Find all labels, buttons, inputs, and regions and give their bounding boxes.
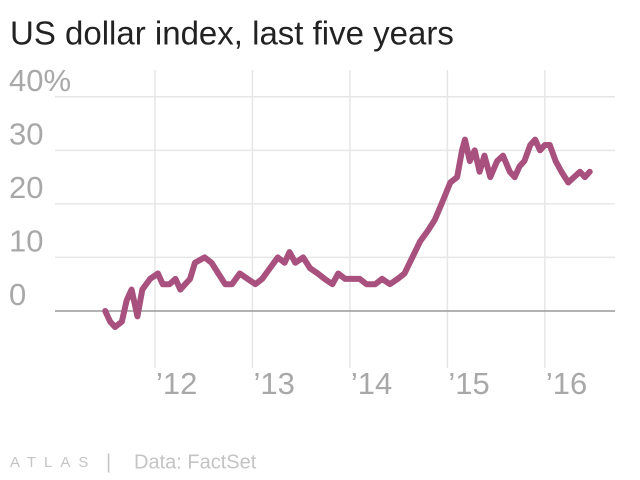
x-tick-label: ’13 (253, 366, 294, 401)
x-tick-label: ’12 (156, 366, 197, 401)
separator: | (106, 451, 111, 473)
x-tick-label: ’14 (351, 366, 392, 401)
y-tick-label: 40% (9, 63, 71, 98)
y-tick-label: 30 (9, 117, 43, 152)
y-tick-label: 20 (9, 170, 43, 205)
logo: ATLAS (10, 454, 96, 471)
chart-title: US dollar index, last five years (10, 15, 454, 52)
y-tick-label: 0 (9, 277, 26, 312)
x-tick-label: ’15 (448, 366, 489, 401)
y-tick-label: 10 (9, 224, 43, 259)
source: Data: FactSet (134, 451, 257, 473)
x-tick-label: ’16 (546, 366, 587, 401)
data-line (102, 136, 593, 331)
